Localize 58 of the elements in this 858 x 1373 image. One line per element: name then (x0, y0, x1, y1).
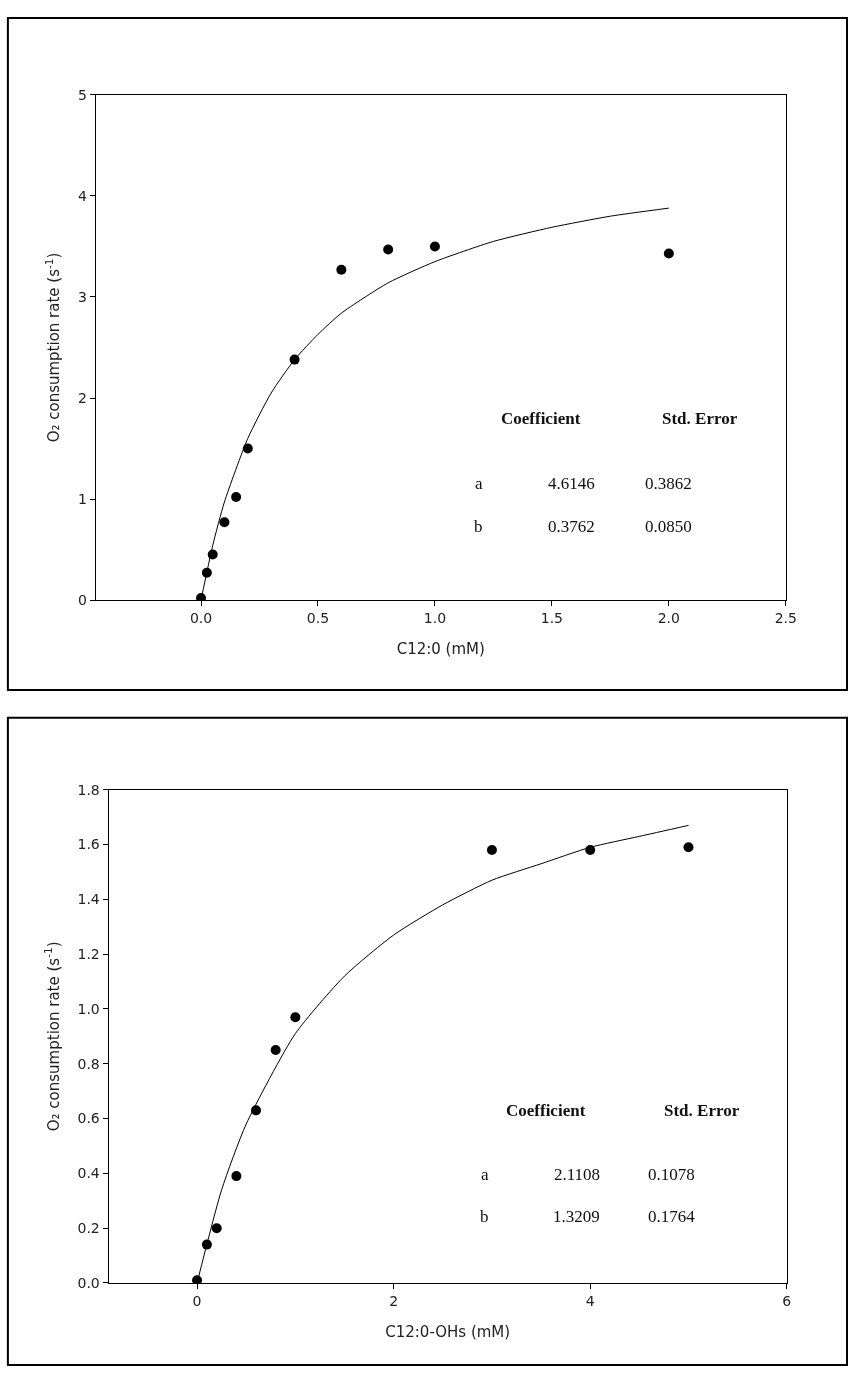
x-tick-label: 6 (782, 1292, 792, 1309)
y-tick-label: 0.8 (77, 1055, 100, 1072)
annotation: b (474, 517, 483, 536)
annotation: 4.6146 (548, 474, 595, 493)
x-tick-label: 1.0 (423, 609, 447, 626)
x-axis-title: C12:0-OHs (mM) (385, 1322, 511, 1341)
annotation: 0.3862 (645, 474, 692, 493)
y-tick-label: 5 (78, 86, 87, 103)
annotation: 0.1078 (648, 1165, 695, 1184)
y-tick-label: 4 (78, 187, 88, 204)
y-tick-label: 3 (78, 288, 87, 305)
y-tick-label: 0 (78, 591, 87, 608)
annotation: 1.3209 (553, 1207, 600, 1226)
x-tick-label: 0.0 (189, 609, 213, 626)
point (231, 1171, 242, 1182)
y-tick-label: 0.6 (77, 1110, 100, 1127)
y-tick-label: 1 (78, 490, 87, 507)
annotation: b (480, 1207, 489, 1226)
y-tick-label: 1.0 (77, 1000, 100, 1017)
annotation: Coefficient (506, 1101, 586, 1120)
point (683, 842, 694, 853)
point (270, 1045, 281, 1056)
y-tick-label: 0.4 (77, 1165, 100, 1182)
point (663, 248, 674, 259)
annotation: 0.0850 (645, 517, 692, 536)
x-tick-label: 0.5 (306, 609, 330, 626)
x-tick-label: 4 (585, 1292, 595, 1309)
x-tick-label: 2 (389, 1292, 399, 1309)
y-tick-label: 1.6 (77, 836, 100, 853)
x-tick-label: 0 (192, 1292, 202, 1309)
point (219, 517, 230, 528)
annotation: 0.3762 (548, 517, 595, 536)
y-tick-label: 0.0 (77, 1274, 100, 1291)
annotation: a (475, 474, 483, 493)
annotation: Std. Error (664, 1101, 740, 1120)
point (251, 1105, 262, 1116)
y-tick-label: 1.8 (77, 781, 100, 798)
x-tick-label: 1.5 (540, 609, 564, 626)
point (486, 845, 497, 856)
y-tick-label: 2 (78, 389, 87, 406)
x-axis-title: C12:0 (mM) (396, 639, 485, 658)
annotation: 2.1108 (554, 1165, 601, 1184)
point (231, 491, 242, 502)
x-tick-label: 2.0 (657, 609, 680, 626)
x-tick-label: 2.5 (774, 609, 797, 626)
point (336, 264, 347, 275)
point (290, 1012, 301, 1023)
point (383, 244, 394, 255)
y-tick-label: 0.2 (77, 1220, 100, 1237)
y-tick-label: 1.2 (77, 946, 100, 963)
annotation: Std. Error (662, 409, 738, 428)
point (429, 241, 440, 252)
point (211, 1223, 222, 1234)
annotation: Coefficient (501, 409, 581, 428)
annotation: 0.1764 (648, 1207, 696, 1226)
y-tick-label: 1.4 (77, 891, 100, 908)
annotation: a (481, 1165, 489, 1184)
point (196, 592, 207, 601)
